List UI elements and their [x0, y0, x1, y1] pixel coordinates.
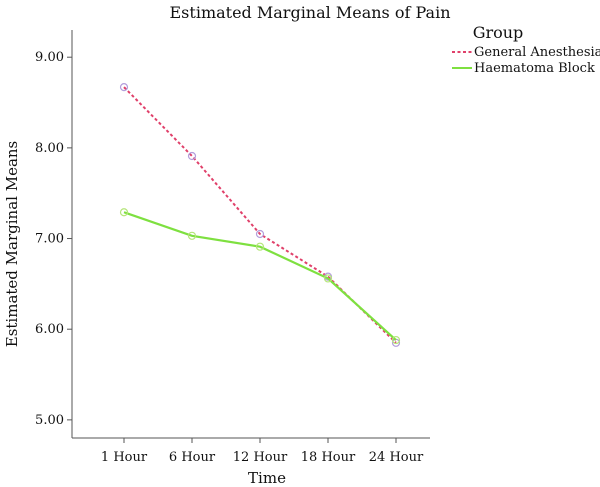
- y-tick-label: 8.00: [35, 141, 64, 156]
- series-line-0: [123, 86, 397, 344]
- x-tick-label: 12 Hour: [233, 450, 288, 465]
- x-tick-label: 1 Hour: [101, 450, 148, 465]
- x-ticks: 1 Hour 6 Hour 12 Hour 18 Hour 24 Hour: [101, 438, 424, 465]
- chart-title: Estimated Marginal Means of Pain: [170, 3, 451, 22]
- data-point: [119, 83, 129, 92]
- series-layer: [119, 83, 401, 347]
- y-tick-label: 9.00: [35, 50, 64, 65]
- x-tick-label: 18 Hour: [301, 450, 356, 465]
- y-tick-label: 7.00: [35, 232, 64, 247]
- legend-label: Haematoma Block: [474, 61, 595, 76]
- data-point: [391, 335, 401, 345]
- x-tick-label: 6 Hour: [169, 450, 216, 465]
- x-axis-title: Time: [248, 469, 286, 487]
- data-point: [119, 208, 129, 217]
- y-tick-label: 5.00: [35, 413, 64, 428]
- data-point: [187, 231, 197, 240]
- x-tick-label: 24 Hour: [369, 450, 424, 465]
- y-axis-title: Estimated Marginal Means: [3, 141, 21, 348]
- legend-title: Group: [473, 23, 524, 42]
- y-tick-label: 6.00: [35, 322, 64, 337]
- data-point: [187, 151, 197, 161]
- legend-label: General Anesthesia: [474, 45, 600, 60]
- series-line-1: [123, 211, 397, 341]
- data-point: [255, 229, 265, 239]
- data-point: [255, 242, 265, 251]
- data-point: [323, 274, 333, 283]
- y-ticks: 5.00 6.00 7.00 8.00 9.00: [35, 50, 72, 428]
